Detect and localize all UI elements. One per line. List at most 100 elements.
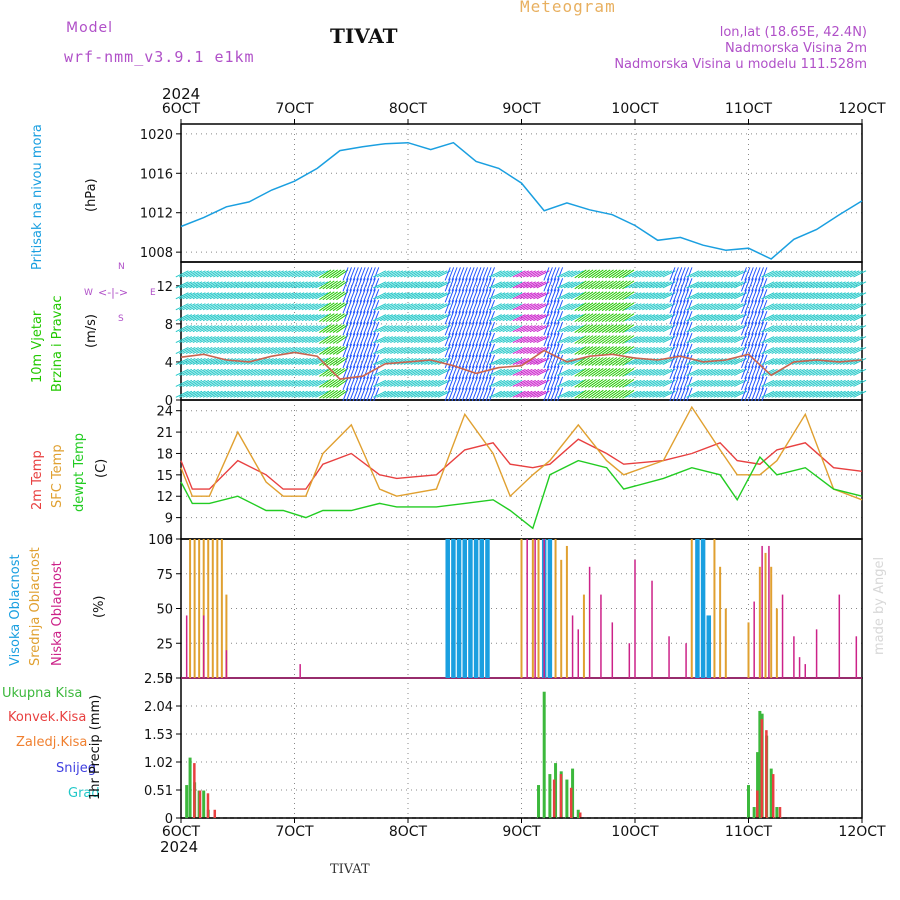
- wind-barb: [499, 325, 513, 333]
- wind-barb: [699, 314, 714, 322]
- wind-barb: [529, 325, 543, 333]
- wind-barb: [788, 281, 802, 289]
- wind-barb: [516, 292, 530, 300]
- wind-barb: [686, 292, 700, 300]
- wind-barb: [611, 357, 625, 366]
- wind-barb: [710, 390, 724, 398]
- wind-barb: [655, 303, 669, 311]
- wind-barb: [233, 347, 247, 355]
- wind-barb: [274, 303, 288, 311]
- wind-barb: [720, 292, 734, 300]
- wind-barb: [676, 387, 683, 401]
- wind-barb: [601, 302, 614, 312]
- wind-barb: [240, 390, 254, 398]
- wind-barb: [768, 379, 782, 387]
- wind-barb: [519, 336, 533, 344]
- wind-barb: [257, 336, 271, 344]
- wind-barb: [550, 354, 557, 369]
- wind-barb: [390, 303, 404, 311]
- wind-barb: [379, 368, 393, 376]
- wind-barb: [543, 267, 550, 281]
- wind-barb: [822, 368, 836, 376]
- wind-barb: [683, 332, 690, 347]
- convective-precip-bar: [193, 763, 196, 818]
- wind-barb: [605, 368, 618, 377]
- wind-barb: [277, 368, 291, 376]
- wind-barb: [645, 281, 659, 289]
- wind-barb: [533, 368, 547, 376]
- wind-barb: [325, 313, 339, 323]
- wind-barb: [608, 378, 621, 388]
- wind-barb: [795, 270, 809, 278]
- wind-barb: [383, 303, 397, 311]
- wind-barb: [196, 270, 210, 278]
- wind-barb: [366, 332, 373, 347]
- wind-barb: [785, 368, 799, 376]
- wind-barb: [488, 354, 495, 369]
- wind-barb: [567, 336, 581, 344]
- wind-barb: [819, 303, 833, 311]
- wind-barb: [492, 314, 506, 322]
- wind-barb: [253, 336, 267, 344]
- wind-barb: [230, 292, 244, 300]
- wind-barb: [556, 270, 571, 278]
- wind-barb: [352, 278, 359, 292]
- wind-barb: [383, 379, 397, 387]
- wind-barb: [625, 347, 639, 355]
- wind-barb: [492, 336, 506, 344]
- mid-cloud-bar: [690, 539, 693, 678]
- mid-cloud-bar: [220, 539, 223, 678]
- wind-barb: [853, 347, 867, 355]
- wind-barb: [499, 336, 513, 344]
- wind-barb: [819, 336, 833, 344]
- wind-barb: [468, 278, 475, 292]
- wind-barb: [386, 347, 400, 355]
- wind-barb: [744, 354, 751, 369]
- wind-barb: [322, 313, 335, 323]
- wind-barb: [567, 314, 581, 322]
- wind-barb: [403, 303, 417, 311]
- wind-barb: [373, 289, 380, 303]
- wind-barb: [751, 332, 758, 347]
- wind-barb: [400, 281, 414, 289]
- wind-barb: [652, 390, 666, 398]
- wind-barb: [270, 390, 284, 398]
- wind-barb: [475, 278, 482, 292]
- wind-barb: [373, 368, 387, 376]
- wind-barb: [819, 347, 833, 355]
- wind-barb: [311, 314, 325, 322]
- low-cloud-bar: [225, 650, 228, 678]
- wind-barb: [543, 376, 550, 391]
- wind-barb: [618, 313, 631, 323]
- wind-barb: [277, 281, 291, 289]
- wind-barb: [717, 303, 731, 311]
- mid-cloud-bar: [520, 539, 523, 678]
- wind-barb: [522, 270, 536, 278]
- wind-barb: [502, 357, 516, 365]
- wind-barb: [223, 390, 237, 398]
- wind-barb: [815, 390, 829, 398]
- wind-barb: [577, 357, 590, 366]
- wind-barb: [247, 368, 261, 376]
- wind-barb: [648, 314, 662, 322]
- wind-barb: [294, 281, 308, 289]
- wind-barb: [206, 347, 220, 355]
- wind-barb: [182, 368, 196, 376]
- wind-barb: [305, 368, 319, 376]
- wind-barb: [543, 332, 550, 347]
- wind-barb: [802, 292, 816, 300]
- wind-barb: [805, 270, 819, 278]
- wind-barb: [703, 314, 717, 322]
- wind-barb: [206, 357, 220, 365]
- wind-barb: [369, 321, 376, 336]
- wind-barb: [482, 321, 489, 336]
- mid-cloud-bar: [193, 539, 196, 678]
- wind-barb: [740, 332, 747, 347]
- wind-barb: [434, 379, 448, 387]
- mid-cloud-bar: [554, 539, 557, 678]
- wind-barb: [696, 303, 710, 311]
- wind-barb: [454, 376, 461, 391]
- wind-barb: [471, 376, 478, 391]
- wind-barb: [747, 289, 754, 303]
- wind-barb: [601, 368, 614, 377]
